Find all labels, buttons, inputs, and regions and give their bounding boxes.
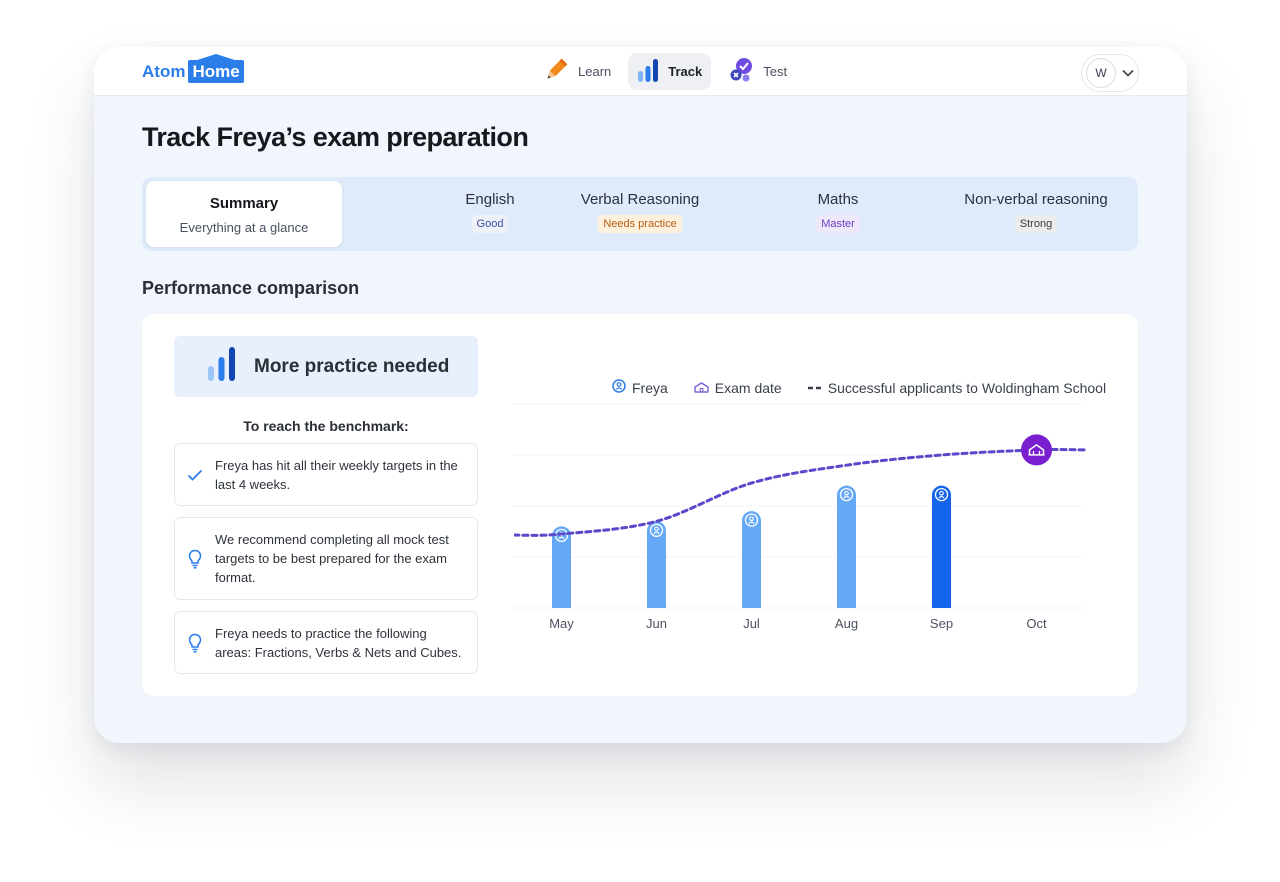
tab-maths-title: Maths xyxy=(817,191,859,208)
status-banner: More practice needed xyxy=(174,336,478,397)
tip-text: We recommend completing all mock test ta… xyxy=(215,532,449,585)
chart-legend: Freya Exam date Successful applicants to… xyxy=(612,379,1132,396)
status-badge: Strong xyxy=(1014,215,1058,233)
nav-learn-label: Learn xyxy=(578,64,612,79)
nav-track[interactable]: Track xyxy=(628,53,712,90)
benchmark-heading: To reach the benchmark: xyxy=(243,418,409,434)
lightbulb-icon xyxy=(175,633,215,653)
nav-learn[interactable]: Learn xyxy=(534,53,620,90)
page-title: Track Freya’s exam preparation xyxy=(142,122,529,152)
status-badge: Good xyxy=(471,215,509,233)
dashed-line-icon xyxy=(807,386,821,389)
app-window: Atom Home Learn xyxy=(94,47,1187,743)
tab-nonverbal-title: Non-verbal reasoning xyxy=(964,191,1108,208)
bar xyxy=(837,485,856,608)
tab-maths[interactable]: Maths Master xyxy=(738,177,938,251)
legend-freya-label: Freya xyxy=(632,379,668,396)
student-icon xyxy=(744,513,759,527)
tab-english[interactable]: English Good xyxy=(392,177,588,251)
tab-summary[interactable]: Summary Everything at a glance xyxy=(146,181,342,247)
legend-item-freya: Freya xyxy=(612,379,668,396)
tab-non-verbal-reasoning[interactable]: Non-verbal reasoning Strong xyxy=(936,177,1136,251)
logo-text-home: Home xyxy=(188,60,244,83)
bar xyxy=(932,485,951,608)
tab-verbal-title: Verbal Reasoning xyxy=(580,191,700,208)
tab-english-title: English xyxy=(465,191,515,208)
nav-test[interactable]: Test xyxy=(719,53,796,90)
student-icon xyxy=(934,487,949,502)
chevron-down-icon[interactable] xyxy=(1122,64,1134,82)
lightbulb-icon xyxy=(175,549,215,569)
tab-summary-title: Summary xyxy=(209,195,279,212)
bar xyxy=(647,521,666,608)
x-tick-label: Sep xyxy=(930,616,953,631)
x-tick-label: May xyxy=(549,616,574,631)
performance-chart: May Jun Jul Aug Sep Oct xyxy=(514,403,1086,631)
main-nav: Learn Track xyxy=(534,53,796,90)
status-badge: Master xyxy=(816,215,860,233)
performance-card: More practice needed To reach the benchm… xyxy=(142,314,1138,696)
check-icon xyxy=(175,469,215,481)
legend-item-benchmark: Successful applicants to Woldingham Scho… xyxy=(807,379,1107,396)
bar-chart-icon xyxy=(637,57,659,86)
top-navigation-bar: Atom Home Learn xyxy=(94,47,1187,96)
x-tick-label: Oct xyxy=(1026,616,1047,631)
legend-benchmark-label: Successful applicants to Woldingham Scho… xyxy=(827,379,1107,396)
legend-item-exam-date: Exam date xyxy=(694,380,782,396)
status-label: More practice needed xyxy=(254,355,450,377)
status-badge: Needs practice xyxy=(598,215,682,233)
pencil-icon xyxy=(543,57,569,86)
atom-home-logo[interactable]: Atom Home xyxy=(142,60,244,83)
test-check-icon xyxy=(728,57,754,86)
student-icon xyxy=(839,487,854,502)
school-icon xyxy=(694,380,709,396)
x-tick-label: Aug xyxy=(835,616,858,631)
school-icon xyxy=(1028,443,1045,455)
exam-date-marker xyxy=(1021,434,1052,466)
tab-summary-subtitle: Everything at a glance xyxy=(179,220,309,235)
tip-text: Freya has hit all their weekly targets i… xyxy=(215,457,458,492)
section-title: Performance comparison xyxy=(142,278,360,298)
student-icon xyxy=(649,523,664,537)
bar xyxy=(742,511,761,608)
x-tick-label: Jun xyxy=(646,616,667,631)
subject-tabs: Summary Everything at a glance English G… xyxy=(142,177,1138,251)
bar-chart-icon xyxy=(208,346,236,387)
benchmark-line xyxy=(514,448,1086,537)
nav-track-label: Track xyxy=(668,64,703,79)
tab-verbal-reasoning[interactable]: Verbal Reasoning Needs practice xyxy=(540,177,740,251)
nav-test-label: Test xyxy=(763,64,788,79)
bar xyxy=(552,526,571,608)
user-avatar[interactable]: W xyxy=(1086,58,1116,88)
user-menu[interactable]: W xyxy=(1081,54,1139,92)
tip-card: Freya has hit all their weekly targets i… xyxy=(174,443,478,506)
x-tick-label: Jul xyxy=(743,616,760,631)
tip-card: We recommend completing all mock test ta… xyxy=(174,517,478,600)
logo-text-atom: Atom xyxy=(142,61,186,81)
tip-text: Freya needs to practice the following ar… xyxy=(215,625,462,660)
legend-exam-label: Exam date xyxy=(714,379,782,396)
student-icon xyxy=(612,379,626,396)
tip-card: Freya needs to practice the following ar… xyxy=(174,611,478,674)
